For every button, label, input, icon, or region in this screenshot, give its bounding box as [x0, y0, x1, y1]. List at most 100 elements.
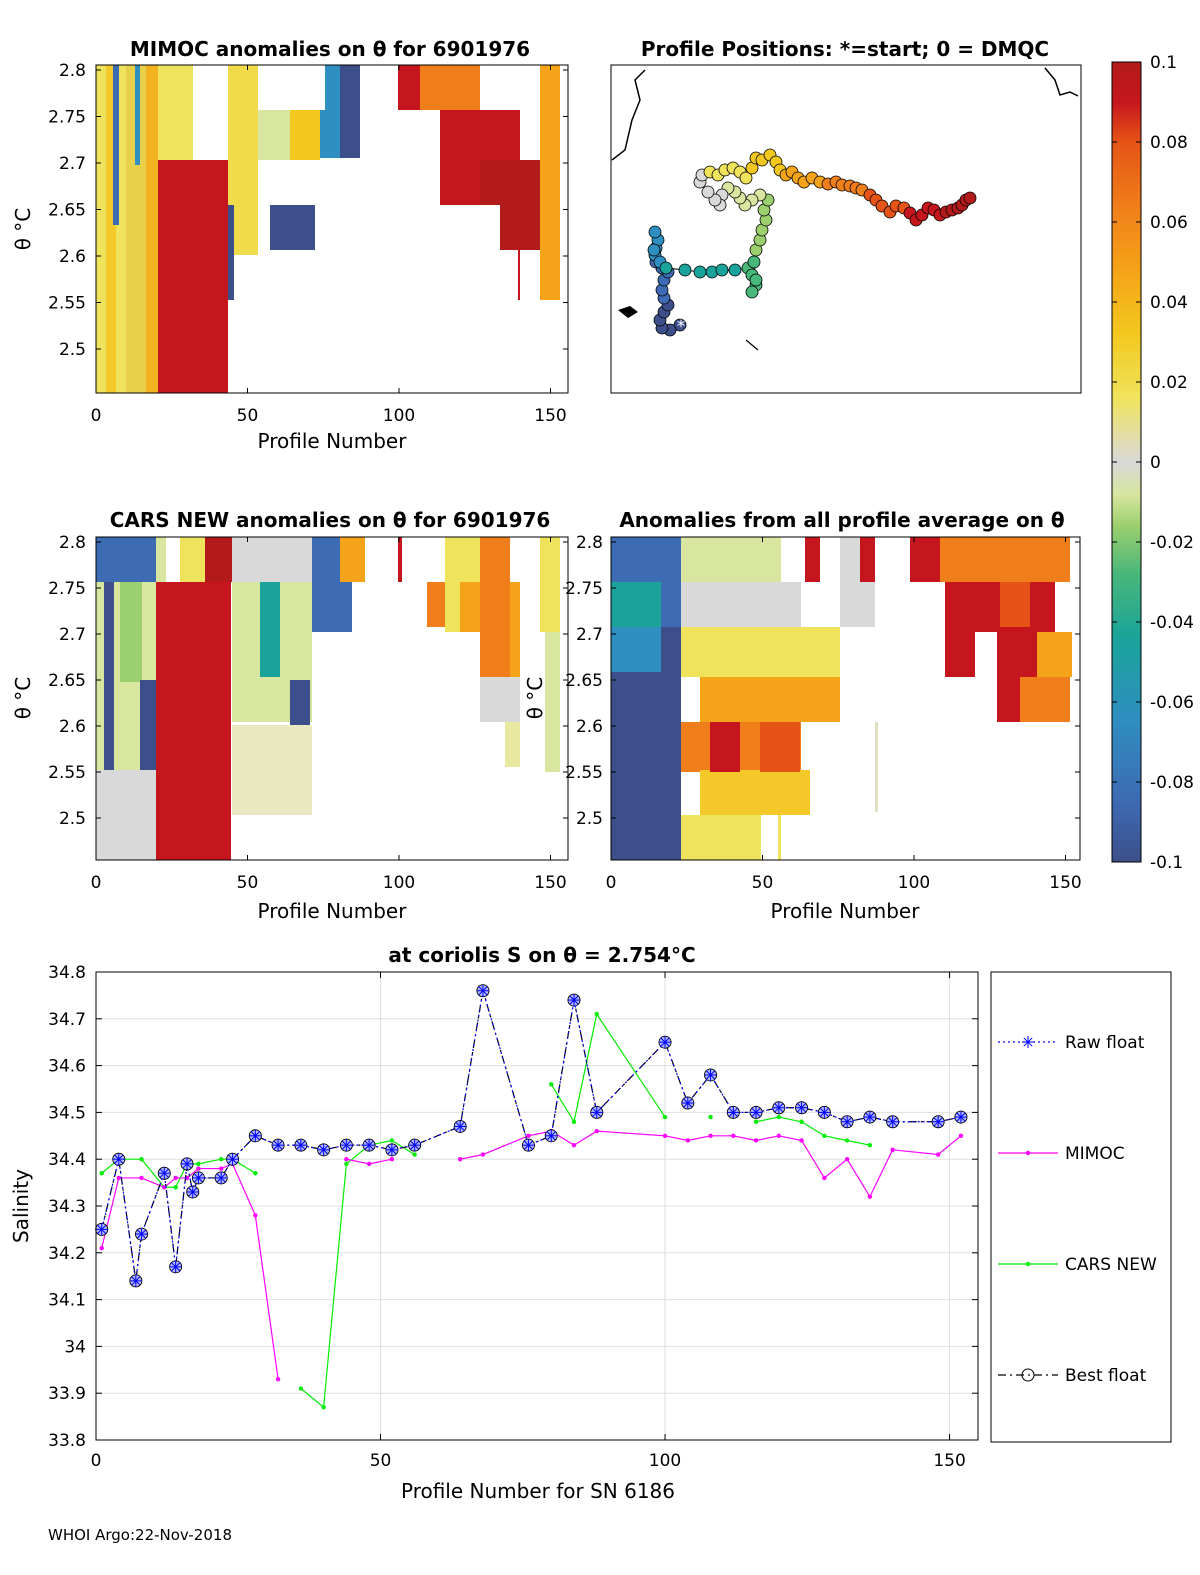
series-cars-new — [99, 1011, 873, 1410]
y-tick-label: 2.55 — [565, 763, 603, 783]
chart-y-tick-label: 34.5 — [48, 1103, 86, 1123]
legend-items: Raw float MIMOC CARS NEW Best float — [998, 1033, 1157, 1386]
data-point — [169, 1260, 182, 1273]
x-tick-label: 0 — [91, 873, 102, 893]
y-tick-label: 2.55 — [48, 763, 86, 783]
data-point — [139, 1157, 144, 1162]
falkland-islands — [618, 306, 638, 318]
chart-y-tick-label: 33.8 — [48, 1431, 86, 1451]
colorbar-ticks: 0.1 0.08 0.06 0.04 0.02 0 -0.02 -0.04 -0.06 -0.08… — [1112, 53, 1194, 873]
x-tick-label: 50 — [237, 873, 259, 893]
data-point — [340, 1139, 353, 1152]
profile-position-marker — [693, 265, 707, 279]
chart-x-ticks: 0 50 100 150 — [91, 972, 966, 1471]
y-tick-label: 2.8 — [576, 533, 603, 553]
data-point — [249, 1129, 262, 1142]
y-tick-label: 2.7 — [59, 154, 86, 174]
cars-heatmap — [96, 537, 560, 860]
data-point — [822, 1133, 827, 1139]
data-point — [753, 1119, 759, 1124]
x-tick-label: 100 — [383, 406, 415, 426]
data-point — [776, 1133, 782, 1139]
y-tick-label: 2.7 — [576, 625, 603, 645]
x-tick-label: 0 — [606, 873, 617, 893]
cars-y-ticks: 2.8 2.75 2.7 2.65 2.6 2.55 2.5 — [48, 533, 568, 829]
data-point — [776, 1114, 782, 1120]
data-point — [385, 1143, 398, 1156]
data-point — [841, 1115, 854, 1128]
data-point — [116, 1175, 121, 1181]
data-point — [215, 1171, 228, 1184]
float-track: * — [647, 148, 977, 337]
profile-position-marker — [648, 225, 662, 239]
allavg-panel: Anomalies from all profile average on θ — [523, 508, 1082, 923]
data-point — [135, 1228, 148, 1241]
data-point — [476, 984, 489, 997]
profile-position-marker — [673, 318, 687, 332]
chart-y-tick-label: 33.9 — [48, 1384, 86, 1404]
y-tick-label: 2.75 — [48, 108, 86, 128]
legend: Raw float MIMOC CARS NEW Best float — [990, 971, 1172, 1443]
data-point — [890, 1147, 895, 1153]
data-point — [727, 1106, 740, 1119]
cars-title: CARS NEW anomalies on θ for 6901976 — [110, 508, 551, 532]
data-point — [867, 1142, 873, 1148]
data-point — [935, 1152, 941, 1157]
data-point — [253, 1213, 258, 1218]
profile-position-marker — [749, 273, 763, 287]
profile-position-marker — [728, 263, 742, 277]
chart-y-tick-label: 34.6 — [48, 1057, 86, 1077]
data-point — [196, 1166, 201, 1171]
cars-x-label: Profile Number — [258, 899, 408, 923]
data-point — [412, 1152, 417, 1157]
data-point — [389, 1138, 395, 1143]
data-point — [218, 1157, 224, 1162]
data-point — [454, 1120, 467, 1133]
mimoc-heatmap — [96, 65, 562, 393]
x-tick-label: 100 — [383, 873, 415, 893]
y-tick-label: 2.6 — [576, 717, 603, 737]
data-point — [708, 1133, 713, 1139]
data-point — [844, 1138, 850, 1143]
colorbar-tick-label: -0.04 — [1150, 613, 1194, 633]
y-tick-label: 2.7 — [59, 625, 86, 645]
data-point — [173, 1175, 178, 1181]
series-layer — [95, 984, 968, 1410]
chart-y-ticks: 33.8 33.9 34 34.1 34.2 34.3 34.4 34.5 34.6 34.7 34… — [48, 963, 978, 1451]
data-point — [958, 1133, 964, 1139]
data-point — [954, 1111, 967, 1124]
positions-title: Profile Positions: *=start; 0 = DMQC — [641, 37, 1049, 61]
profile-position-marker — [647, 243, 661, 257]
data-point — [253, 1171, 258, 1176]
data-point — [567, 994, 580, 1007]
y-tick-label: 2.55 — [48, 294, 86, 314]
series-line — [550, 1012, 666, 1124]
data-point — [799, 1119, 804, 1124]
colorbar-tick-label: -0.02 — [1150, 533, 1194, 553]
data-point — [99, 1245, 104, 1251]
data-point — [659, 1036, 672, 1049]
data-point — [753, 1138, 759, 1143]
profile-position-marker — [715, 263, 729, 277]
data-point — [408, 1139, 421, 1152]
data-point — [363, 1139, 376, 1152]
data-point — [704, 1068, 717, 1081]
data-point — [863, 1111, 876, 1124]
footer-stamp: WHOI Argo:22-Nov-2018 — [48, 1526, 232, 1544]
chart-title: at coriolis S on θ = 2.754°C — [388, 943, 695, 967]
y-tick-label: 2.5 — [59, 340, 86, 360]
data-point — [594, 1128, 599, 1134]
mimoc-y-label: θ °C — [11, 208, 35, 251]
legend-item: MIMOC — [998, 1144, 1125, 1164]
data-point — [681, 1097, 694, 1110]
allavg-x-label: Profile Number — [771, 899, 921, 923]
data-point — [218, 1166, 224, 1171]
legend-label: Best float — [1065, 1366, 1147, 1386]
chart-x-tick-label: 0 — [91, 1451, 102, 1471]
chart-y-tick-label: 34.2 — [48, 1244, 86, 1264]
mimoc-y-ticks: 2.8 2.75 2.7 2.65 2.6 2.55 2.5 — [48, 61, 568, 360]
data-point — [685, 1138, 690, 1143]
colorbar-tick-label: -0.1 — [1150, 853, 1183, 873]
cars-panel: CARS NEW anomalies on θ for 6901976 — [11, 508, 569, 923]
x-tick-label: 0 — [91, 406, 102, 426]
